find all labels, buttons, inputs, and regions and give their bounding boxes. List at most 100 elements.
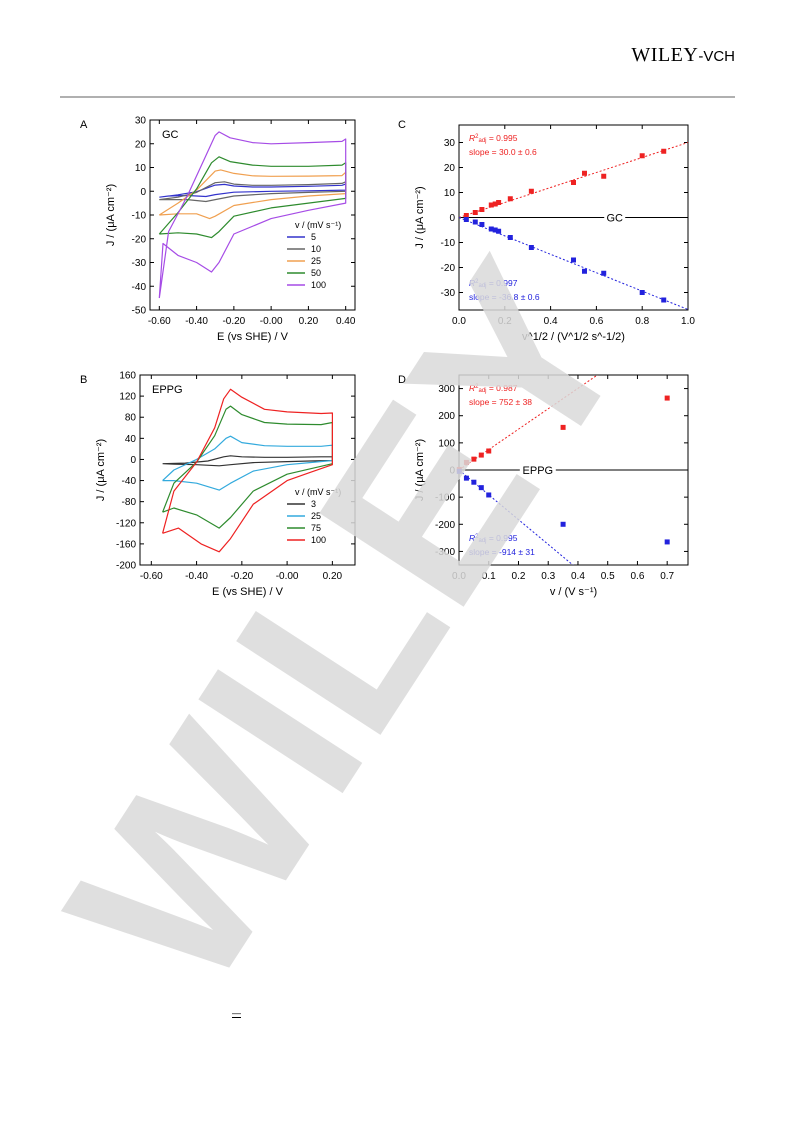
data-point — [492, 201, 498, 207]
y-tick-label: -10 — [132, 211, 147, 222]
y-tick-label: 20 — [444, 163, 456, 174]
publisher-name: WILEY — [631, 44, 699, 66]
panel-label: A — [80, 119, 88, 131]
x-tick-label: 0.4 — [544, 316, 558, 327]
legend-title: v / (mV s⁻¹) — [295, 220, 341, 230]
y-tick-label: 160 — [119, 371, 136, 382]
cv-curve-25 — [158, 169, 347, 220]
data-point — [478, 452, 484, 458]
y-tick-label: -20 — [132, 234, 147, 245]
chart-panel-D — [456, 374, 689, 566]
x-tick-label: -0.20 — [230, 571, 253, 582]
slope-annotation: slope = -36.8 ± 0.6 — [469, 292, 540, 302]
legend-entry-50: 50 — [311, 268, 321, 278]
cv-curve-50 — [158, 156, 347, 239]
y-tick-label: 20 — [135, 139, 147, 150]
y-tick-label: -300 — [435, 547, 455, 558]
data-point — [571, 257, 576, 263]
x-tick-label: -0.40 — [185, 571, 208, 582]
panel-label: C — [398, 119, 406, 131]
x-axis-title: E (vs SHE) / V — [212, 586, 284, 598]
data-point — [496, 228, 502, 234]
y-tick-label: 10 — [135, 163, 147, 174]
y-tick-label: 80 — [125, 413, 137, 424]
y-axis-title: J / (μA cm⁻²) — [414, 186, 426, 248]
data-point — [560, 424, 566, 430]
y-tick-label: -40 — [122, 476, 137, 487]
data-point — [639, 153, 645, 159]
x-tick-label: 0.6 — [630, 571, 644, 582]
r2-annotation: R2adj = 0.987 — [469, 383, 518, 394]
data-point — [479, 207, 485, 212]
x-axis-title: v^1/2 / (V^1/2 s^-1/2) — [522, 331, 625, 343]
x-tick-label: 0.0 — [452, 571, 466, 582]
data-point — [486, 448, 492, 454]
y-tick-label: 40 — [125, 434, 137, 445]
x-axis-title: v / (V s⁻¹) — [550, 586, 597, 598]
x-tick-label: 0.6 — [589, 316, 603, 327]
x-tick-label: 0.2 — [512, 571, 526, 582]
panel-label: B — [80, 374, 87, 386]
publisher-logo: WILEY-VCH — [631, 44, 735, 67]
x-tick-label: 0.4 — [571, 571, 585, 582]
r2-annotation: R2adj = 0.997 — [469, 278, 518, 289]
in-plot-label: EPPG — [523, 465, 554, 477]
label-bg — [519, 462, 556, 476]
y-tick-label: 300 — [438, 384, 455, 395]
r2-annotation: R2adj = 0.995 — [469, 133, 518, 144]
y-tick-label: 10 — [444, 188, 456, 199]
legend-entry-3: 3 — [311, 499, 316, 509]
y-tick-label: -200 — [116, 561, 136, 572]
in-plot-label: GC — [162, 129, 179, 141]
x-tick-label: 0.7 — [660, 571, 674, 582]
cv-curve-25 — [162, 435, 333, 491]
x-tick-label: 1.0 — [681, 316, 695, 327]
x-tick-label: 0.0 — [452, 316, 466, 327]
x-tick-label: 0.1 — [482, 571, 496, 582]
slope-annotation: slope = 30.0 ± 0.6 — [469, 147, 537, 157]
y-tick-label: 100 — [438, 438, 455, 449]
y-tick-label: -20 — [441, 263, 456, 274]
cv-curve-75 — [162, 405, 333, 529]
y-tick-label: 0 — [130, 455, 136, 466]
y-axis-title: J / (μA cm⁻²) — [105, 184, 117, 246]
y-tick-label: 0 — [449, 466, 455, 477]
chart-panel-C — [458, 124, 689, 311]
y-tick-label: 200 — [438, 411, 455, 422]
cv-curve-5 — [159, 183, 347, 198]
legend-entry-5: 5 — [311, 232, 316, 242]
data-point — [560, 521, 566, 527]
in-plot-label: GC — [606, 213, 623, 225]
y-axis-title: J / (μA cm⁻²) — [414, 439, 426, 501]
data-point — [661, 148, 667, 154]
data-point — [571, 180, 576, 185]
panel-label: D — [398, 374, 406, 386]
x-tick-label: 0.3 — [541, 571, 555, 582]
data-point — [479, 222, 485, 227]
data-point — [488, 226, 494, 232]
publisher-suffix: -VCH — [698, 48, 735, 65]
y-tick-label: 0 — [449, 213, 455, 224]
plot-frame — [139, 374, 356, 566]
data-point — [664, 395, 670, 401]
x-tick-label: 0.40 — [336, 316, 356, 327]
data-point — [471, 456, 477, 462]
y-tick-label: -120 — [116, 518, 136, 529]
data-point — [456, 468, 462, 474]
data-point — [528, 188, 534, 194]
y-tick-label: -160 — [116, 539, 136, 550]
x-tick-label: -0.40 — [185, 316, 208, 327]
data-point — [472, 210, 478, 215]
slope-annotation: slope = -914 ± 31 — [469, 547, 535, 557]
r2-annotation: R2adj = 0.995 — [469, 533, 518, 544]
x-tick-label: 0.2 — [498, 316, 512, 327]
data-point — [528, 245, 534, 250]
y-tick-label: 30 — [135, 116, 147, 127]
y-tick-label: -200 — [435, 520, 455, 531]
x-tick-label: -0.00 — [260, 316, 283, 327]
y-tick-label: 120 — [119, 392, 136, 403]
slope-annotation: slope = 752 ± 38 — [469, 397, 532, 407]
data-point — [478, 485, 484, 491]
